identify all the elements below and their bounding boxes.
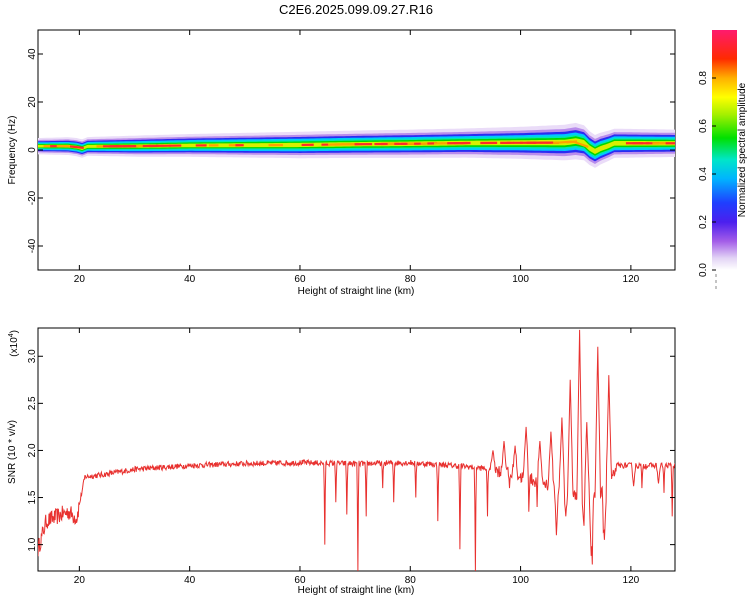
colorbar: 0.0 0.2 0.4 0.6 0.8 Normalized spectral ampl… (698, 30, 748, 289)
spectrogram-x-label: Height of straight line (km) (298, 286, 415, 297)
multiplier-base: (x10 (9, 337, 20, 357)
snr-y-tick-label: 3.0 (27, 349, 38, 363)
colorbar-tick-label: 0.2 (698, 215, 709, 229)
colorbar-tick-label: 0.6 (698, 119, 709, 133)
colorbar-label: Normalized spectral amplitude (737, 82, 748, 217)
band-core-segment (572, 140, 589, 148)
spectrogram-y-tick-label: -40 (27, 238, 38, 253)
chart-title: C2E6.2025.099.09.27.R16 (279, 2, 433, 17)
spectrogram-axes: 20 40 60 80 100 120 -40 -20 0 20 40 (27, 30, 675, 285)
spectrogram-y-tick-label: 0 (27, 147, 38, 153)
spectrogram-x-tick-label: 20 (74, 274, 86, 285)
svg-text:(x104): (x104) (8, 330, 20, 357)
snr-series-line (38, 329, 675, 571)
spectrogram-x-tick-label: 80 (405, 274, 417, 285)
snr-x-label: Height of straight line (km) (298, 585, 415, 596)
colorbar-tick-label: 0.0 (698, 263, 709, 277)
colorbar-tick-label: 0.4 (698, 167, 709, 181)
spectrogram-y-tick-label: 40 (27, 48, 38, 60)
snr-panel: 20 40 60 80 100 120 1.0 1.5 2.0 2.5 3.0 Height of … (7, 327, 676, 596)
spectrogram-x-tick-label: 100 (512, 274, 529, 285)
snr-x-tick-label: 100 (512, 575, 529, 586)
colorbar-tick-label: 0.8 (698, 71, 709, 85)
snr-y-tick-label: 1.0 (27, 537, 38, 551)
spectrogram-y-label: Frequency (Hz) (7, 116, 18, 185)
snr-x-tick-label: 60 (294, 575, 306, 586)
spectrogram-x-tick-label: 60 (294, 274, 306, 285)
snr-x-tick-label: 20 (74, 575, 86, 586)
snr-y-label: SNR (10 * v/v) (7, 420, 18, 484)
multiplier-exponent: 4 (8, 333, 15, 337)
spectrogram-x-tick-label: 120 (623, 274, 640, 285)
snr-multiplier: (x104) (8, 330, 20, 357)
snr-x-tick-label: 80 (405, 575, 417, 586)
band-core-segment (69, 145, 84, 150)
spectrogram-y-tick-label: 20 (27, 96, 38, 108)
colorbar-gradient (712, 30, 737, 270)
spectrogram-x-tick-label: 40 (184, 274, 196, 285)
snr-x-tick-label: 40 (184, 575, 196, 586)
multiplier-close: ) (9, 330, 20, 333)
snr-x-tick-label: 120 (623, 575, 640, 586)
spectrogram-y-tick-label: -20 (27, 190, 38, 205)
spectrogram-panel: 20 40 60 80 100 120 -40 -20 0 20 40 Height of stra… (7, 29, 676, 297)
spectral-band (38, 122, 675, 168)
snr-y-tick-label: 1.5 (27, 490, 38, 504)
snr-y-tick-label: 2.0 (27, 443, 38, 457)
snr-y-tick-label: 2.5 (27, 396, 38, 410)
snr-axes: 20 40 60 80 100 120 1.0 1.5 2.0 2.5 3.0 (27, 328, 675, 586)
colorbar-ticks: 0.0 0.2 0.4 0.6 0.8 (698, 71, 717, 289)
